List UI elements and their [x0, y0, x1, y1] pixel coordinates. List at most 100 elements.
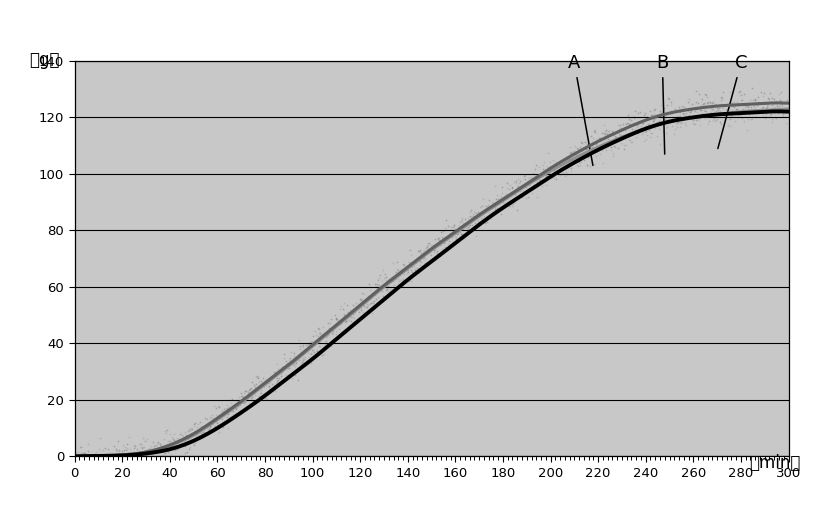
Point: [335, 328, 349, 336]
Point: [302, 340, 315, 348]
Point: [413, 246, 426, 255]
Point: [436, 227, 449, 235]
Point: [731, 113, 745, 121]
Point: [252, 392, 266, 400]
Point: [184, 437, 198, 445]
Point: [379, 279, 393, 287]
Point: [690, 98, 703, 106]
Point: [437, 239, 451, 247]
Point: [353, 303, 366, 311]
Point: [439, 224, 452, 232]
Point: [69, 450, 82, 458]
Point: [505, 183, 519, 191]
Point: [211, 421, 224, 429]
Point: [653, 140, 666, 148]
Point: [673, 113, 686, 121]
Point: [242, 386, 256, 394]
Point: [622, 129, 636, 137]
Point: [139, 438, 152, 446]
Point: [76, 455, 89, 463]
Point: [447, 226, 460, 234]
Point: [379, 273, 393, 281]
Point: [95, 455, 109, 463]
Point: [380, 286, 393, 294]
Point: [283, 354, 296, 363]
Point: [371, 276, 384, 284]
Point: [216, 407, 229, 415]
Point: [382, 287, 395, 295]
Point: [455, 226, 468, 234]
Point: [347, 310, 360, 318]
Point: [523, 173, 536, 182]
Point: [452, 222, 466, 230]
Point: [403, 271, 417, 279]
Point: [188, 431, 201, 440]
Point: [115, 459, 128, 467]
Point: [303, 342, 316, 350]
Point: [567, 156, 580, 164]
Point: [153, 447, 166, 455]
Point: [172, 436, 185, 444]
Point: [583, 146, 597, 154]
Point: [290, 365, 304, 373]
Point: [107, 442, 120, 450]
Point: [125, 451, 139, 459]
Point: [490, 206, 503, 214]
Point: [528, 172, 541, 180]
Point: [225, 407, 238, 415]
Point: [232, 402, 245, 410]
Point: [397, 260, 410, 268]
Point: [249, 380, 262, 388]
Point: [310, 347, 324, 355]
Point: [466, 221, 479, 229]
Point: [75, 449, 88, 457]
Point: [337, 311, 350, 319]
Point: [504, 200, 517, 208]
Point: [330, 315, 344, 323]
Point: [706, 97, 720, 105]
Point: [653, 107, 666, 115]
Point: [420, 243, 433, 251]
Point: [618, 144, 631, 153]
Point: [765, 118, 779, 126]
Point: [315, 336, 328, 344]
Point: [627, 119, 640, 127]
Point: [188, 418, 202, 426]
Point: [79, 454, 92, 462]
Point: [740, 99, 754, 107]
Point: [164, 438, 177, 446]
Point: [710, 115, 724, 123]
Point: [148, 445, 161, 453]
Point: [533, 162, 546, 170]
Point: [265, 374, 278, 382]
Point: [84, 465, 97, 474]
Point: [540, 173, 554, 181]
Point: [740, 126, 753, 134]
Point: [139, 446, 152, 454]
Point: [728, 117, 741, 125]
Point: [395, 281, 408, 289]
Point: [202, 425, 215, 433]
Point: [388, 275, 402, 283]
Point: [439, 243, 452, 251]
Point: [667, 130, 681, 138]
Point: [244, 394, 257, 403]
Point: [206, 411, 219, 419]
Point: [279, 357, 292, 365]
Point: [286, 374, 299, 382]
Point: [479, 206, 492, 214]
Point: [612, 125, 625, 133]
Point: [566, 149, 579, 157]
Point: [265, 375, 278, 383]
Point: [386, 260, 399, 268]
Point: [739, 108, 752, 116]
Point: [681, 98, 694, 106]
Point: [317, 332, 330, 340]
Point: [601, 129, 614, 137]
Point: [374, 285, 388, 293]
Point: [456, 214, 469, 223]
Point: [597, 121, 610, 129]
Point: [452, 229, 465, 237]
Point: [401, 268, 414, 276]
Point: [510, 177, 523, 185]
